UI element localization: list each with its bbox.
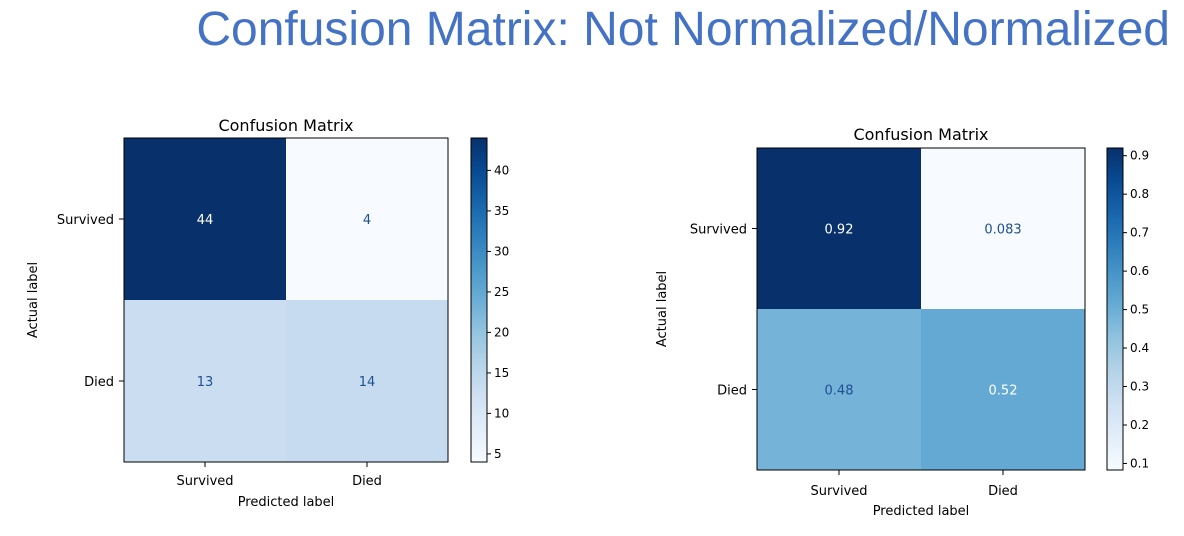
matrix-cell	[124, 138, 286, 300]
matrix-cell	[921, 148, 1085, 309]
colorbar-tick-label: 0.6	[1130, 264, 1149, 278]
colorbar-tick-label: 0.4	[1130, 341, 1149, 355]
x-tick-label: Survived	[176, 474, 233, 489]
colorbar-tick-label: 35	[494, 204, 509, 218]
cell-value: 0.92	[825, 223, 854, 238]
colorbar-tick-label: 30	[494, 244, 509, 258]
cell-value: 0.083	[984, 223, 1021, 238]
page-title: Confusion Matrix: Not Normalized/Normali…	[196, 3, 1170, 56]
y-axis-label: Actual label	[655, 271, 670, 347]
matrix-cell	[757, 309, 921, 470]
chart-title: Confusion Matrix	[853, 125, 988, 144]
colorbar-tick-label: 15	[494, 366, 509, 380]
x-tick-label: Died	[352, 474, 382, 489]
cell-value: 0.48	[825, 384, 854, 399]
y-axis-label: Actual label	[26, 262, 41, 338]
colorbar-tick-label: 0.3	[1130, 380, 1149, 394]
x-axis-label: Predicted label	[238, 495, 335, 510]
cell-value: 4	[363, 213, 371, 228]
colorbar-tick-label: 0.7	[1130, 226, 1149, 240]
cell-value: 44	[197, 213, 214, 228]
x-tick-label: Died	[988, 484, 1018, 499]
matrix-cell	[921, 309, 1085, 470]
colorbar-tick-label: 40	[494, 163, 509, 177]
y-tick-label: Survived	[690, 223, 747, 238]
colorbar	[470, 137, 488, 463]
confusion-matrix-normalized: 0.92 0.083 0.48 0.52 Confusion Matrix Survive…	[655, 125, 1149, 519]
colorbar	[1106, 147, 1124, 471]
colorbar-tick-label: 0.1	[1130, 456, 1149, 470]
matrix-cell	[286, 300, 448, 462]
x-tick-label: Survived	[810, 484, 867, 499]
colorbar-tick-label: 10	[494, 406, 509, 420]
matrix-frame	[756, 147, 1086, 471]
x-axis-label: Predicted label	[873, 504, 970, 519]
chart-title: Confusion Matrix	[218, 116, 353, 135]
matrix-cell	[286, 138, 448, 300]
colorbar-tick-label: 20	[494, 325, 509, 339]
y-tick-label: Died	[717, 384, 747, 399]
colorbar-tick-label: 0.8	[1130, 187, 1149, 201]
cell-value: 14	[359, 375, 376, 390]
cell-value: 0.52	[989, 384, 1018, 399]
colorbar-tick-label: 5	[494, 447, 502, 461]
colorbar-tick-label: 25	[494, 285, 509, 299]
matrix-frame	[123, 137, 449, 463]
colorbar-tick-label: 0.9	[1130, 149, 1149, 163]
matrix-cell	[124, 300, 286, 462]
matrix-cell	[757, 148, 921, 309]
y-tick-label: Died	[84, 375, 114, 390]
cell-value: 13	[197, 375, 214, 390]
colorbar-tick-label: 0.5	[1130, 303, 1149, 317]
colorbar-tick-label: 0.2	[1130, 418, 1149, 432]
y-tick-label: Survived	[57, 213, 114, 228]
